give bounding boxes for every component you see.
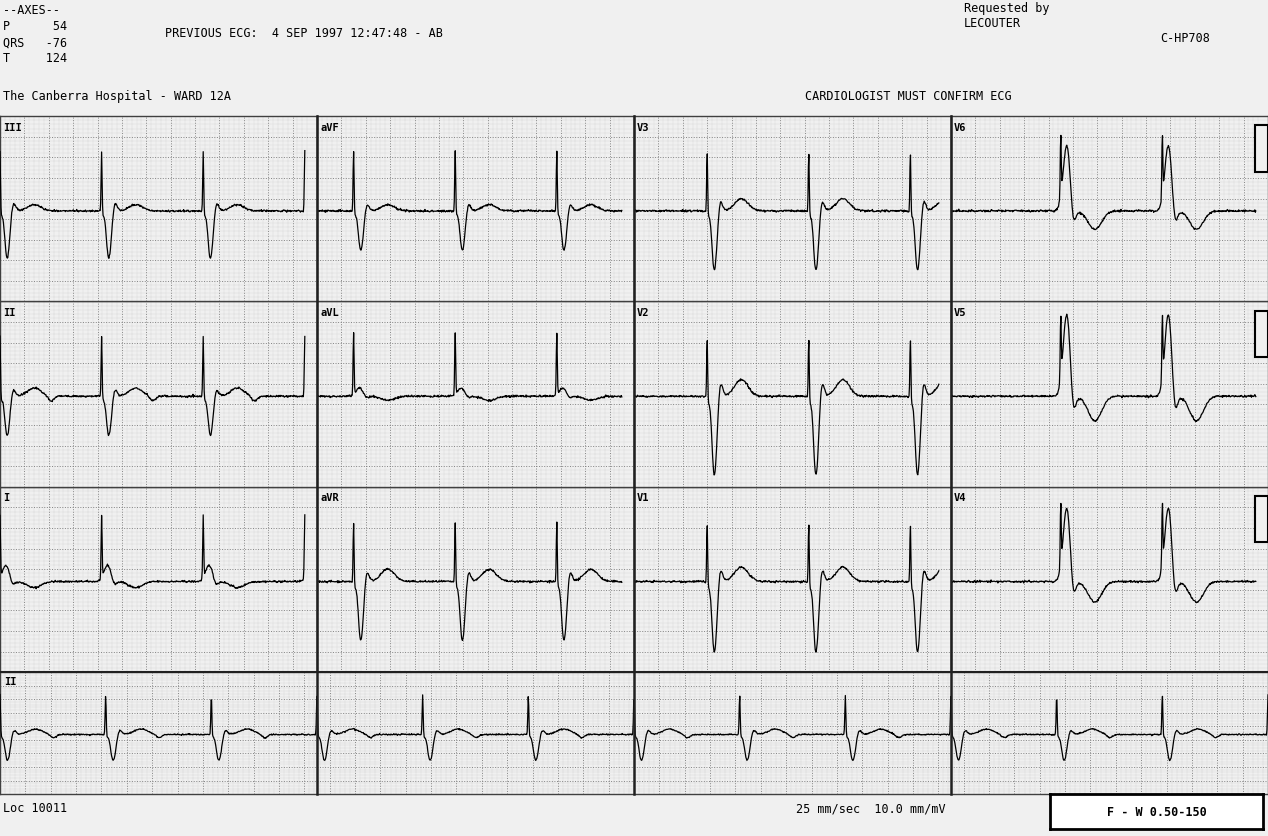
Text: II: II: [3, 308, 15, 318]
Text: aVF: aVF: [320, 123, 339, 133]
Text: V5: V5: [954, 308, 966, 318]
Text: C-HP708: C-HP708: [1160, 32, 1210, 45]
Text: V2: V2: [637, 308, 649, 318]
Text: V6: V6: [954, 123, 966, 133]
Text: 25 mm/sec  10.0 mm/mV: 25 mm/sec 10.0 mm/mV: [796, 801, 946, 814]
Text: --AXES--
P      54
QRS   -76
T     124: --AXES-- P 54 QRS -76 T 124: [3, 4, 67, 65]
Bar: [1255, 497, 1268, 543]
Text: V1: V1: [637, 492, 649, 502]
Text: V4: V4: [954, 492, 966, 502]
Bar: [1255, 311, 1268, 358]
Text: F - W 0.50-150: F - W 0.50-150: [1107, 805, 1206, 818]
Text: PREVIOUS ECG:  4 SEP 1997 12:47:48 - AB: PREVIOUS ECG: 4 SEP 1997 12:47:48 - AB: [165, 27, 443, 40]
Bar: [1255, 126, 1268, 172]
Text: Requested by
LECOUTER: Requested by LECOUTER: [964, 2, 1049, 29]
Text: II: II: [4, 676, 16, 686]
Text: V3: V3: [637, 123, 649, 133]
Text: The Canberra Hospital - WARD 12A: The Canberra Hospital - WARD 12A: [3, 89, 231, 103]
Text: Loc 10011: Loc 10011: [3, 801, 67, 814]
Text: aVL: aVL: [320, 308, 339, 318]
Text: CARDIOLOGIST MUST CONFIRM ECG: CARDIOLOGIST MUST CONFIRM ECG: [805, 89, 1012, 103]
Text: I: I: [3, 492, 9, 502]
Text: III: III: [3, 123, 22, 133]
Text: aVR: aVR: [320, 492, 339, 502]
